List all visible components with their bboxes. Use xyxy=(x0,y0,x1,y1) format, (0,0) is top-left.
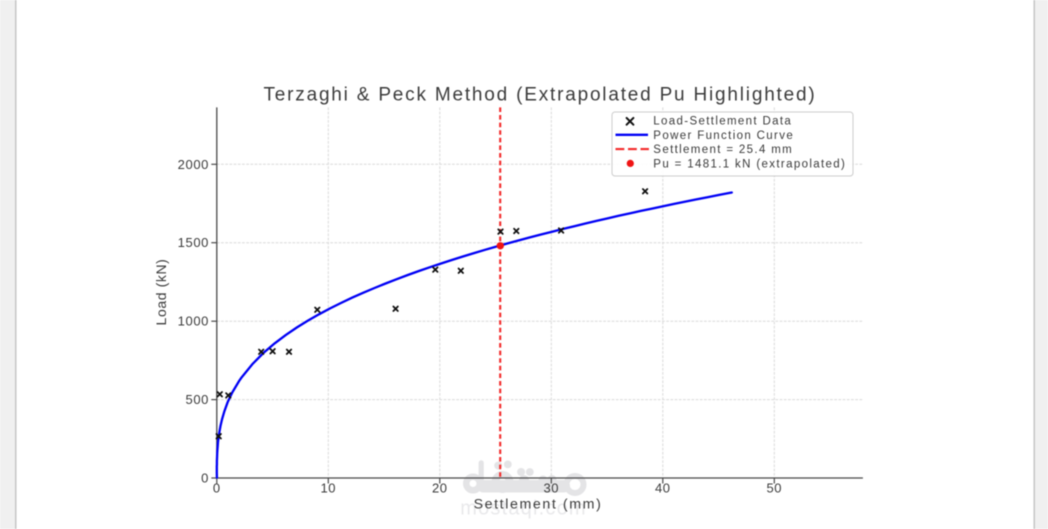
svg-text:40: 40 xyxy=(655,480,671,495)
svg-text:mostaql.com: mostaql.com xyxy=(460,498,587,520)
svg-text:1500: 1500 xyxy=(178,235,209,250)
svg-text:10: 10 xyxy=(320,480,336,495)
svg-text:0: 0 xyxy=(213,480,221,495)
svg-text:Power Function Curve: Power Function Curve xyxy=(653,130,794,142)
svg-text:Pu = 1481.1 kN (extrapolated): Pu = 1481.1 kN (extrapolated) xyxy=(653,158,846,170)
svg-text:Load-Settlement Data: Load-Settlement Data xyxy=(653,115,792,127)
svg-text:1000: 1000 xyxy=(178,314,209,329)
svg-text:30: 30 xyxy=(543,480,559,495)
svg-text:Load (kN): Load (kN) xyxy=(153,259,169,326)
svg-text:Settlement (mm): Settlement (mm) xyxy=(474,497,603,513)
svg-text:20: 20 xyxy=(432,480,448,495)
svg-text:Settlement = 25.4 mm: Settlement = 25.4 mm xyxy=(653,144,793,156)
svg-text:50: 50 xyxy=(766,480,782,495)
svg-text:Terzaghi & Peck Method (Extrap: Terzaghi & Peck Method (Extrapolated Pu … xyxy=(263,85,816,106)
svg-text:2000: 2000 xyxy=(178,157,209,172)
svg-text:500: 500 xyxy=(186,392,210,407)
svg-text:0: 0 xyxy=(201,471,209,486)
